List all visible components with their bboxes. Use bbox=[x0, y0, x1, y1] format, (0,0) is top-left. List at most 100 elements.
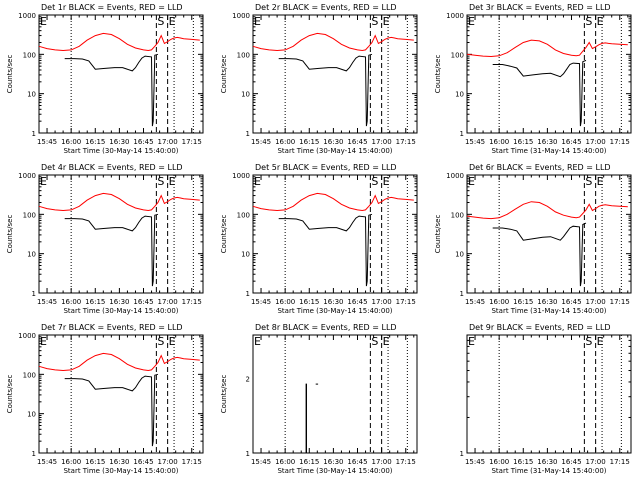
chart-title: Det 9r BLACK = Events, RED = LLD bbox=[469, 323, 611, 332]
x-tick-label: 16:45 bbox=[133, 138, 153, 146]
marker-label: E bbox=[597, 335, 604, 348]
y-tick-label: 1 bbox=[32, 290, 36, 298]
marker-label: E bbox=[597, 175, 604, 188]
x-axis-label: Start Time (30-May-14 15:40:00) bbox=[63, 147, 178, 155]
x-tick-label: 16:00 bbox=[275, 458, 295, 466]
y-tick-label: 1 bbox=[460, 290, 464, 298]
x-tick-label: 16:00 bbox=[61, 458, 81, 466]
x-tick-label: 15:45 bbox=[465, 298, 485, 306]
x-tick-label: 16:45 bbox=[133, 458, 153, 466]
marker-label: E bbox=[597, 15, 604, 28]
y-axis-label: Counts/sec bbox=[434, 55, 442, 94]
x-tick-label: 17:15 bbox=[182, 458, 202, 466]
x-axis-label: Start Time (30-May-14 15:40:00) bbox=[277, 307, 392, 315]
chart-panel-2: Det 2r BLACK = Events, RED = LLD 1 10 100 10… bbox=[220, 3, 418, 155]
x-tick-label: 17:00 bbox=[586, 458, 606, 466]
chart-panel-3: Det 3r BLACK = Events, RED = LLD 1 10 100 10… bbox=[434, 3, 632, 155]
y-axis-label: Counts/sec bbox=[220, 215, 228, 254]
y-tick-label: 1 bbox=[32, 130, 36, 138]
marker-label: E bbox=[383, 175, 390, 188]
x-tick-label: 16:45 bbox=[133, 298, 153, 306]
x-tick-label: 16:15 bbox=[85, 138, 105, 146]
x-tick-label: 16:00 bbox=[275, 138, 295, 146]
y-tick-label: 10 bbox=[241, 91, 250, 99]
y-axis-label: Counts/sec bbox=[220, 55, 228, 94]
series-events-line bbox=[64, 373, 159, 447]
y-axis-label: Counts/sec bbox=[6, 215, 14, 254]
chart-title: Det 8r BLACK = Events, RED = LLD bbox=[255, 323, 397, 332]
y-tick-label: 100 bbox=[451, 211, 464, 219]
y-tick-label: 10 bbox=[27, 411, 36, 419]
x-tick-label: 16:30 bbox=[537, 458, 557, 466]
marker-label: E bbox=[383, 15, 390, 28]
x-tick-label: 16:45 bbox=[347, 458, 367, 466]
x-tick-label: 17:15 bbox=[610, 458, 630, 466]
y-tick-label: 100 bbox=[237, 211, 250, 219]
y-tick-label: 1000 bbox=[232, 172, 250, 180]
series-lld-line bbox=[38, 352, 200, 372]
x-tick-label: 16:00 bbox=[489, 138, 509, 146]
x-tick-label: 17:15 bbox=[396, 138, 416, 146]
series-events-line bbox=[278, 53, 373, 127]
x-tick-label: 15:45 bbox=[37, 138, 57, 146]
x-tick-label: 16:45 bbox=[347, 298, 367, 306]
y-tick-label: 1 bbox=[246, 450, 250, 458]
x-tick-label: 16:15 bbox=[299, 298, 319, 306]
x-tick-label: 17:15 bbox=[396, 298, 416, 306]
marker-label: S bbox=[157, 15, 164, 28]
plot-frame bbox=[466, 334, 632, 454]
chart-title: Det 6r BLACK = Events, RED = LLD bbox=[469, 163, 611, 172]
marker-label: E bbox=[468, 15, 475, 28]
chart-title: Det 3r BLACK = Events, RED = LLD bbox=[469, 3, 611, 12]
marker-label: S bbox=[371, 335, 378, 348]
x-axis-label: Start Time (31-May-14 15:40:00) bbox=[491, 147, 606, 155]
chart-panel-8: Det 8r BLACK = Events, RED = LLD 1 2 15:45 1… bbox=[220, 323, 418, 475]
y-tick-label: 2 bbox=[246, 376, 250, 384]
x-tick-label: 16:45 bbox=[561, 458, 581, 466]
marker-label: S bbox=[371, 15, 378, 28]
y-axis-label: Counts/sec bbox=[220, 375, 228, 414]
series-lld-line bbox=[252, 32, 414, 52]
chart-panel-6: Det 6r BLACK = Events, RED = LLD 1 10 100 10… bbox=[434, 163, 632, 315]
x-tick-label: 15:45 bbox=[251, 138, 271, 146]
chart-panel-1: Det 1r BLACK = Events, RED = LLD 1 10 100 10… bbox=[6, 3, 204, 155]
plot-frame bbox=[466, 14, 632, 134]
y-tick-label: 10 bbox=[27, 251, 36, 259]
y-axis-label: Counts/sec bbox=[6, 55, 14, 94]
x-tick-label: 17:00 bbox=[158, 138, 178, 146]
x-tick-label: 16:30 bbox=[109, 138, 129, 146]
x-tick-label: 16:00 bbox=[489, 298, 509, 306]
x-tick-label: 16:00 bbox=[275, 298, 295, 306]
y-tick-label: 10 bbox=[455, 91, 464, 99]
y-tick-label: 1000 bbox=[446, 172, 464, 180]
y-tick-label: 100 bbox=[23, 211, 36, 219]
plot-frame bbox=[466, 174, 632, 294]
y-tick-label: 1000 bbox=[232, 12, 250, 20]
x-tick-label: 16:30 bbox=[323, 458, 343, 466]
x-tick-label: 15:45 bbox=[37, 298, 57, 306]
y-tick-label: 1 bbox=[246, 130, 250, 138]
series-events-line bbox=[492, 222, 587, 287]
series-events-line bbox=[64, 53, 159, 127]
x-tick-label: 16:00 bbox=[61, 298, 81, 306]
marker-label: E bbox=[254, 175, 261, 188]
x-tick-label: 16:30 bbox=[537, 138, 557, 146]
marker-label: E bbox=[169, 15, 176, 28]
marker-label: S bbox=[157, 175, 164, 188]
marker-label: E bbox=[40, 335, 47, 348]
y-axis-label: Counts/sec bbox=[434, 215, 442, 254]
x-tick-label: 16:30 bbox=[109, 298, 129, 306]
x-axis-label: Start Time (31-May-14 15:40:00) bbox=[491, 467, 606, 475]
y-tick-label: 1 bbox=[246, 290, 250, 298]
x-axis-label: Start Time (30-May-14 15:40:00) bbox=[63, 307, 178, 315]
y-tick-label: 100 bbox=[23, 51, 36, 59]
x-tick-label: 16:15 bbox=[85, 298, 105, 306]
chart-title: Det 7r BLACK = Events, RED = LLD bbox=[41, 323, 183, 332]
x-tick-label: 16:30 bbox=[537, 298, 557, 306]
marker-label: E bbox=[468, 335, 475, 348]
plot-frame bbox=[252, 174, 418, 294]
x-tick-label: 16:45 bbox=[561, 138, 581, 146]
x-tick-label: 17:00 bbox=[372, 458, 392, 466]
chart-panel-4: Det 4r BLACK = Events, RED = LLD 1 10 100 10… bbox=[6, 163, 204, 315]
